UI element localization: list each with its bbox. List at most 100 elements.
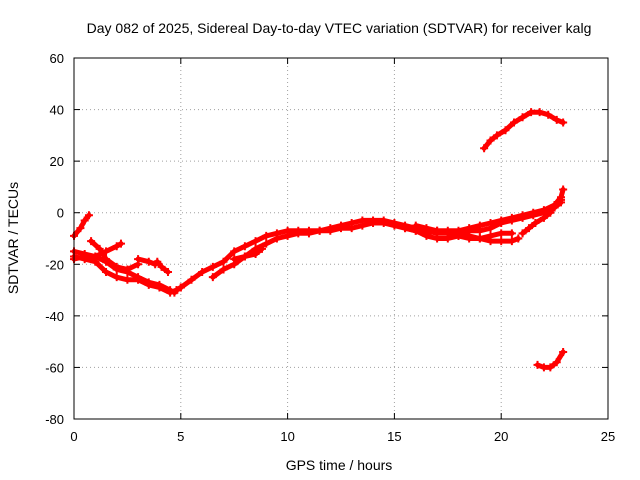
- data-point: [230, 255, 239, 264]
- data-point: [546, 208, 555, 217]
- x-axis-label: GPS time / hours: [286, 457, 393, 473]
- data-point: [176, 283, 185, 292]
- data-point: [262, 231, 271, 240]
- data-point: [390, 221, 399, 230]
- data-point: [123, 268, 132, 277]
- data-point: [157, 262, 166, 271]
- data-point: [529, 208, 538, 217]
- data-point: [219, 265, 228, 274]
- data-point: [112, 273, 121, 282]
- data-point: [144, 278, 153, 287]
- data-point: [172, 286, 181, 295]
- data-point: [443, 229, 452, 238]
- data-point: [465, 224, 474, 233]
- data-point: [557, 193, 566, 202]
- series-line: [210, 197, 564, 280]
- series-arc-l: [411, 221, 516, 243]
- data-point: [422, 231, 431, 240]
- series-line: [174, 199, 564, 293]
- data-point: [559, 185, 568, 194]
- data-point: [283, 231, 292, 240]
- data-point: [153, 257, 162, 266]
- plot-area: [70, 108, 568, 372]
- data-point: [294, 229, 303, 238]
- data-point: [91, 252, 100, 261]
- data-point: [559, 347, 568, 356]
- y-tick-label: -60: [45, 360, 64, 375]
- data-point: [514, 234, 523, 243]
- x-axis-ticks: 0 5 10 15 20 25: [70, 58, 615, 444]
- data-point: [518, 229, 527, 238]
- data-point: [262, 239, 271, 248]
- data-point: [251, 237, 260, 246]
- data-point: [76, 224, 85, 233]
- data-point: [80, 216, 89, 225]
- data-point: [486, 136, 495, 145]
- data-point: [533, 360, 542, 369]
- data-point: [492, 131, 501, 140]
- data-point: [358, 221, 367, 230]
- data-point: [80, 252, 89, 261]
- data-point: [546, 363, 555, 372]
- chart-title: Day 082 of 2025, Sidereal Day-to-day VTE…: [87, 20, 592, 36]
- data-point: [497, 216, 506, 225]
- data-point: [544, 110, 553, 119]
- data-point: [480, 144, 489, 153]
- data-point: [507, 213, 516, 222]
- y-tick-label: 20: [50, 154, 64, 169]
- data-point: [433, 234, 442, 243]
- series-arc-f: [153, 257, 172, 277]
- data-point: [539, 206, 548, 215]
- data-point: [531, 219, 540, 228]
- series-line: [71, 212, 92, 239]
- data-point: [347, 224, 356, 233]
- data-point: [518, 211, 527, 220]
- data-point: [112, 265, 121, 274]
- y-tick-label: 60: [50, 51, 64, 66]
- y-tick-label: 40: [50, 103, 64, 118]
- y-tick-label: -80: [45, 412, 64, 427]
- data-point: [501, 126, 510, 135]
- data-point: [251, 249, 260, 258]
- data-point: [539, 213, 548, 222]
- data-point: [208, 262, 217, 271]
- data-point: [369, 219, 378, 228]
- data-point: [102, 268, 111, 277]
- data-point: [219, 257, 228, 266]
- series-arc-o: [533, 347, 568, 372]
- series-arc-a: [70, 211, 93, 240]
- y-axis-ticks: -80 -60 -40 -20 0 20 40 60: [45, 51, 608, 427]
- data-point: [379, 219, 388, 228]
- series-arc-m: [518, 185, 568, 238]
- data-point: [422, 224, 431, 233]
- x-tick-label: 25: [601, 429, 615, 444]
- data-point: [102, 257, 111, 266]
- data-point: [112, 242, 121, 251]
- data-point: [84, 211, 93, 220]
- data-point: [552, 115, 561, 124]
- data-point: [475, 221, 484, 230]
- data-point: [187, 275, 196, 284]
- data-point: [144, 257, 153, 266]
- data-point: [208, 273, 217, 282]
- x-tick-label: 20: [494, 429, 508, 444]
- data-point: [240, 242, 249, 251]
- data-point: [134, 255, 143, 264]
- data-point: [326, 226, 335, 235]
- data-point: [507, 237, 516, 246]
- data-point: [257, 244, 266, 253]
- series-line: [231, 246, 265, 262]
- data-point: [315, 226, 324, 235]
- data-point: [524, 224, 533, 233]
- data-point: [518, 113, 527, 122]
- data-point: [497, 229, 506, 238]
- data-point: [510, 118, 519, 127]
- data-point: [497, 237, 506, 246]
- data-point: [230, 247, 239, 256]
- data-point: [411, 221, 420, 230]
- data-point: [550, 200, 559, 209]
- plot-frame: [73, 57, 609, 420]
- data-point: [337, 224, 345, 233]
- data-point: [155, 280, 164, 289]
- x-tick-label: 15: [387, 429, 401, 444]
